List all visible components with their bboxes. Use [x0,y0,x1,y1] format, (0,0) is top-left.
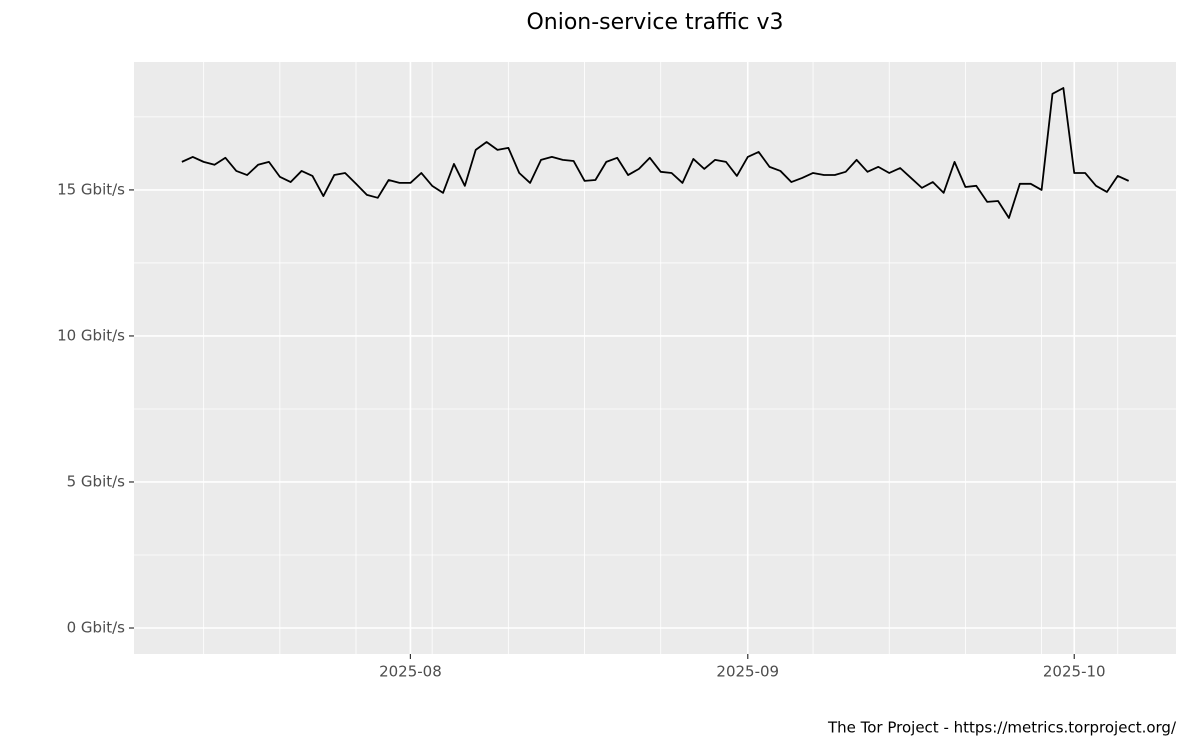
line [181,87,1130,219]
y-tick-label: 10 Gbit/s [57,326,125,344]
y-tick-label: 0 Gbit/s [67,619,126,637]
x-tick-label: 2025-10 [1043,663,1106,681]
caption: The Tor Project - https://metrics.torpro… [827,719,1177,737]
y-tick-label: 15 Gbit/s [57,180,125,198]
x-tick-label: 2025-08 [379,663,442,681]
chart-title: Onion-service traffic v3 [526,10,783,35]
y-tick-label: 5 Gbit/s [67,472,126,490]
plot-panel [134,62,1176,654]
x-tick-label: 2025-09 [716,663,779,681]
